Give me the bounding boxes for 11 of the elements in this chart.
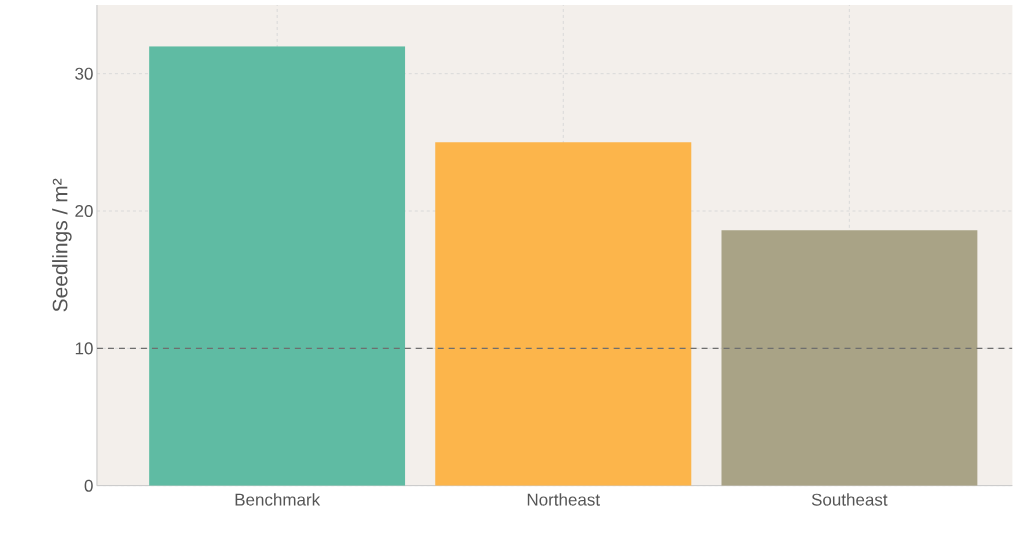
- y-tick-label: 20: [75, 205, 93, 218]
- y-tick-label: 10: [75, 342, 93, 355]
- x-tick-label: Southeast: [811, 493, 888, 506]
- bar: [721, 230, 978, 486]
- x-tick-label: Benchmark: [235, 493, 321, 506]
- x-tick-label: Northeast: [527, 493, 600, 506]
- bar: [149, 46, 406, 486]
- y-axis-title: Seedlings / m²: [52, 178, 72, 312]
- bar: [435, 142, 692, 486]
- y-tick-label: 0: [84, 479, 93, 492]
- y-tick-label: 30: [75, 67, 93, 80]
